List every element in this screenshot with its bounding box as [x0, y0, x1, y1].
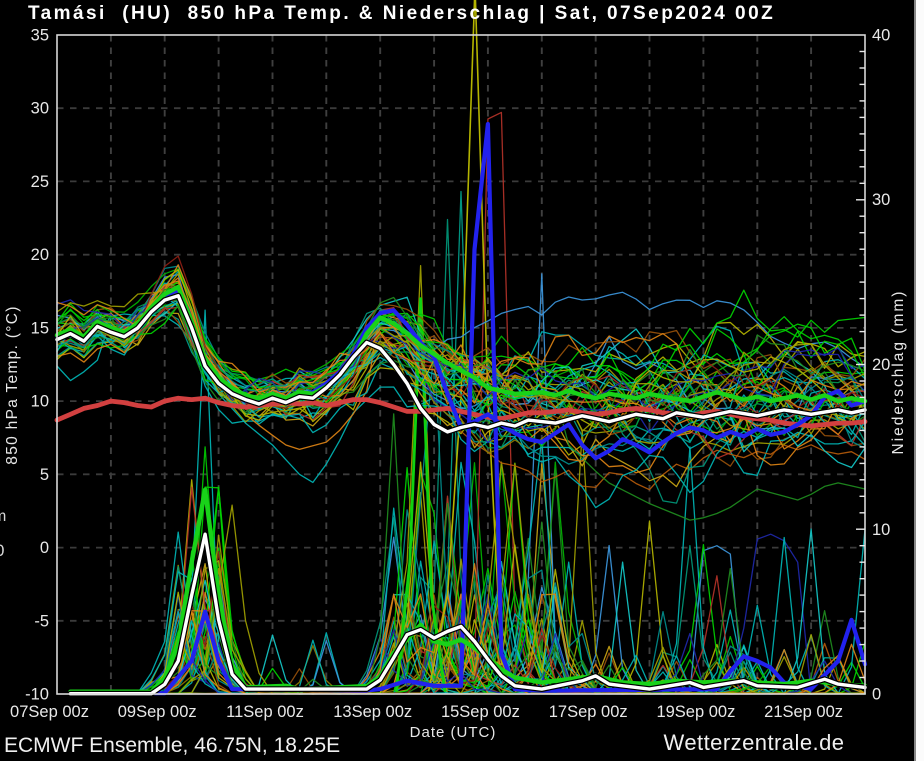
- svg-text:40: 40: [872, 27, 890, 45]
- svg-text:21Sep 00z: 21Sep 00z: [764, 703, 843, 721]
- svg-text:10: 10: [31, 393, 49, 411]
- svg-text:19Sep 00z: 19Sep 00z: [656, 703, 735, 721]
- svg-text:15Sep 00z: 15Sep 00z: [441, 703, 520, 721]
- svg-text:0: 0: [872, 686, 881, 704]
- svg-text:30: 30: [31, 100, 49, 118]
- svg-text:09Sep 00z: 09Sep 00z: [118, 703, 197, 721]
- svg-text:25: 25: [31, 173, 49, 191]
- svg-text:Date (UTC): Date (UTC): [410, 724, 497, 741]
- svg-text:ECMWF Ensemble, 46.75N, 18.25E: ECMWF Ensemble, 46.75N, 18.25E: [4, 734, 340, 757]
- svg-text:-5: -5: [34, 612, 49, 630]
- svg-text:Wetterzentrale.de: Wetterzentrale.de: [664, 730, 845, 755]
- svg-text:11Sep 00z: 11Sep 00z: [226, 703, 304, 721]
- svg-text:13Sep 00z: 13Sep 00z: [333, 703, 412, 721]
- svg-text:Tamási (HU) 850 hPa Temp. &: Tamási (HU) 850 hPa Temp. & Niederschlag…: [28, 3, 775, 24]
- svg-text:10: 10: [872, 521, 890, 539]
- svg-text:30: 30: [872, 191, 890, 209]
- svg-text:07Sep 00z: 07Sep 00z: [10, 703, 89, 721]
- svg-text:m: m: [0, 508, 6, 525]
- svg-text:20: 20: [31, 246, 49, 264]
- svg-text:Niederschlag (mm): Niederschlag (mm): [890, 290, 907, 455]
- svg-text:0: 0: [0, 541, 4, 560]
- svg-text:35: 35: [31, 27, 49, 45]
- svg-text:-10: -10: [25, 686, 49, 704]
- svg-text:850 hPa Temp. (°C): 850 hPa Temp. (°C): [4, 305, 21, 464]
- svg-text:5: 5: [40, 466, 49, 484]
- svg-text:17Sep 00z: 17Sep 00z: [549, 703, 628, 721]
- svg-text:20: 20: [872, 356, 890, 374]
- svg-text:0: 0: [40, 539, 49, 557]
- svg-text:15: 15: [31, 319, 49, 337]
